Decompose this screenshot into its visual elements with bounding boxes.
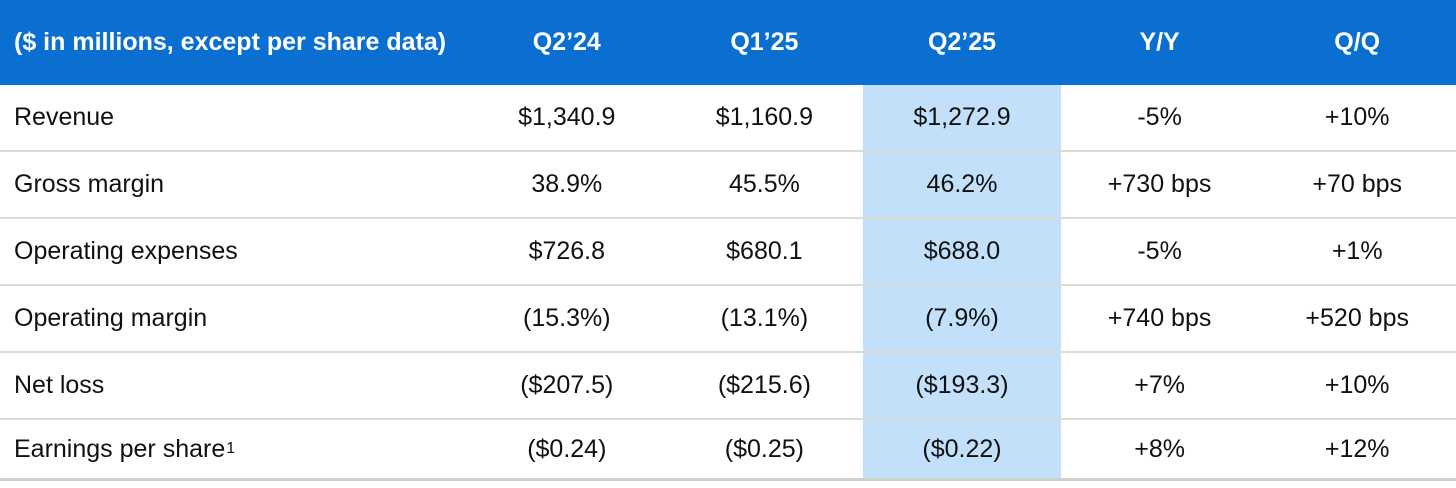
column-header-q1-25: Q1’25 [730, 28, 799, 56]
row-label: Operating margin [14, 304, 208, 332]
value-q1-25: $680.1 [726, 237, 803, 265]
value-yoy: +730 bps [1107, 170, 1212, 198]
row-label: Operating expenses [14, 237, 238, 265]
value-q2-24: (15.3%) [523, 304, 611, 332]
value-q1-25: $1,160.9 [715, 103, 814, 131]
value-qoq: +10% [1324, 103, 1390, 131]
table-header-row: ($ in millions, except per share data) Q… [0, 0, 1456, 85]
value-yoy: +8% [1134, 434, 1185, 463]
header-units-label: ($ in millions, except per share data) [14, 28, 447, 56]
value-q1-25: ($215.6) [717, 371, 811, 399]
table-row-gross-margin: Gross margin 38.9% 45.5% 46.2% +730 bps … [0, 152, 1456, 219]
value-qoq: +12% [1324, 434, 1390, 463]
table-row-earnings-per-share: Earnings per share 1 ($0.24) ($0.25) ($0.… [0, 420, 1456, 481]
value-yoy: -5% [1137, 237, 1182, 265]
row-label: Earnings per share 1 [14, 434, 236, 463]
value-yoy: +7% [1134, 371, 1185, 399]
value-qoq: +10% [1324, 371, 1390, 399]
value-yoy: -5% [1137, 103, 1182, 131]
value-q2-25-highlighted: ($193.3) [863, 353, 1061, 418]
row-label: Gross margin [14, 170, 165, 198]
table-row-net-loss: Net loss ($207.5) ($215.6) ($193.3) +7% … [0, 353, 1456, 420]
value-q2-24: $1,340.9 [518, 103, 616, 131]
column-header-q2-25: Q2’25 [927, 28, 997, 56]
column-header-qoq: Q/Q [1334, 28, 1381, 56]
value-q2-25-highlighted: $688.0 [863, 219, 1061, 284]
value-q2-25-highlighted: 46.2% [863, 152, 1061, 217]
value-q2-25-highlighted: ($0.22) [863, 420, 1061, 478]
row-label: Revenue [14, 103, 115, 131]
value-qoq: +1% [1331, 237, 1383, 265]
value-q2-25-highlighted: $1,272.9 [863, 85, 1061, 150]
value-q2-24: 38.9% [531, 170, 603, 198]
value-qoq: +520 bps [1305, 304, 1409, 332]
column-header-q2-24: Q2’24 [532, 28, 601, 56]
value-yoy: +740 bps [1107, 304, 1212, 332]
table-row-operating-margin: Operating margin (15.3%) (13.1%) (7.9%) … [0, 286, 1456, 353]
table-row-revenue: Revenue $1,340.9 $1,160.9 $1,272.9 -5% +… [0, 85, 1456, 152]
value-q2-24: ($0.24) [527, 434, 607, 463]
value-q1-25: 45.5% [728, 170, 800, 198]
value-qoq: +70 bps [1312, 170, 1403, 198]
value-q1-25: ($0.25) [724, 434, 804, 463]
column-header-yoy: Y/Y [1139, 28, 1180, 56]
value-q2-25-highlighted: (7.9%) [863, 286, 1061, 351]
row-label-text: Earnings per share [14, 434, 226, 463]
row-label: Net loss [14, 371, 105, 399]
value-q2-24: $726.8 [528, 237, 606, 265]
value-q1-25: (13.1%) [720, 304, 809, 332]
table-row-operating-expenses: Operating expenses $726.8 $680.1 $688.0 … [0, 219, 1456, 286]
value-q2-24: ($207.5) [520, 371, 614, 399]
